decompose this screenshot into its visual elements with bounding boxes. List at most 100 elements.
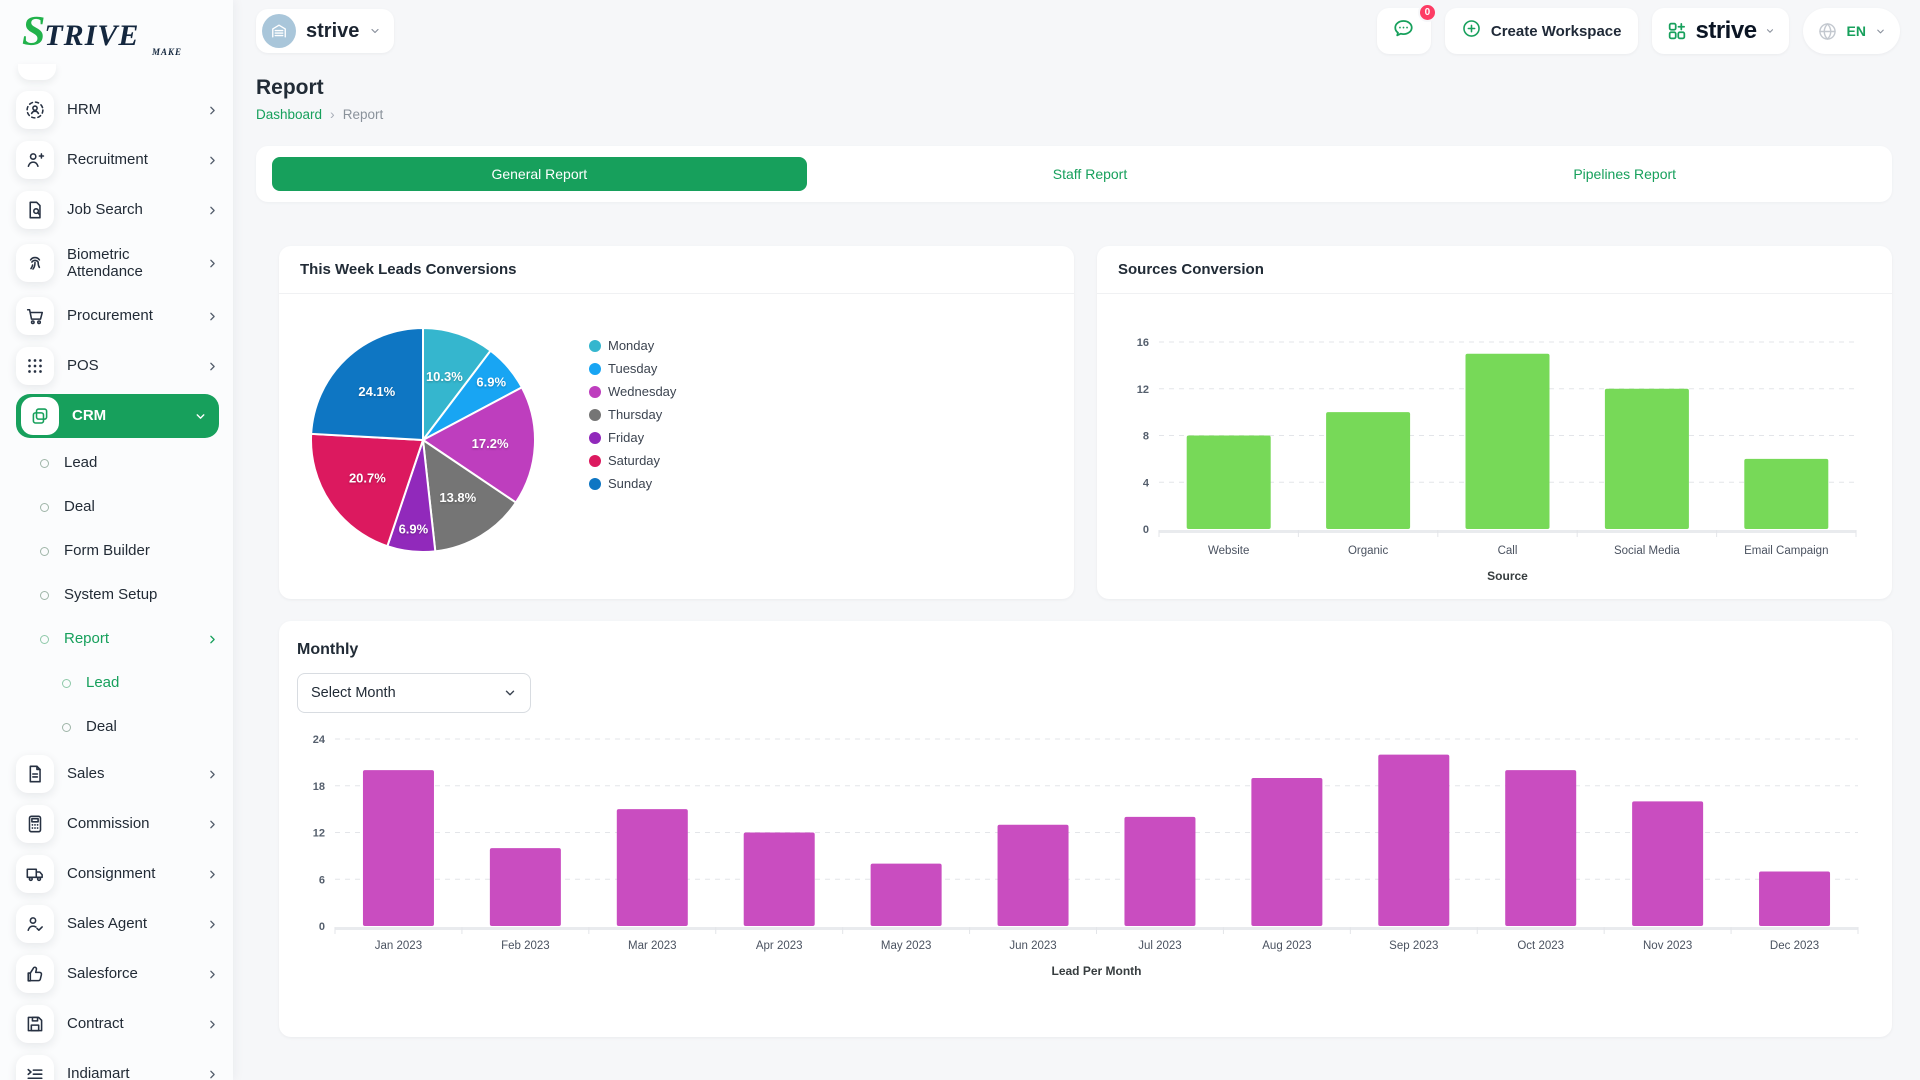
bar-sep-2023 [1378, 754, 1450, 926]
pie-slice-wednesday [421, 386, 536, 504]
bar-apr-2023 [743, 832, 815, 926]
chat-icon [1391, 16, 1416, 46]
sidebar-item-lead-subsub[interactable]: Lead [16, 661, 219, 705]
y-axis-tick: 24 [313, 734, 326, 746]
breadcrumb-dashboard-link[interactable]: Dashboard [256, 106, 323, 122]
leads-conversions-card: This Week Leads Conversions 10.3% 6.9% 17.… [279, 246, 1074, 599]
topbar: strive 0 Create Workspace [233, 0, 1920, 62]
y-axis-tick: 4 [1143, 477, 1150, 489]
commission-icon [16, 805, 54, 843]
sidebar-item-consignment[interactable]: Consignment [16, 849, 219, 899]
indiamart-icon [16, 1055, 54, 1080]
pie-slice-thursday [421, 437, 518, 553]
sidebar-item-report-sub[interactable]: Report [16, 617, 219, 661]
sidebar-item-recruitment[interactable]: Recruitment [16, 135, 219, 185]
x-axis-label: Social Media [1614, 545, 1680, 557]
sidebar-scrolled-item-partial [18, 64, 56, 80]
chevron-down-icon [1765, 26, 1775, 36]
y-axis-tick: 0 [319, 921, 325, 933]
legend-item-sunday[interactable]: Sunday [589, 476, 676, 491]
breadcrumb-separator-icon: › [330, 106, 335, 122]
pie-value-label: 13.8% [439, 490, 476, 505]
chevron-right-icon [206, 918, 219, 931]
legend-item-monday[interactable]: Monday [589, 338, 676, 353]
y-axis-tick: 6 [319, 874, 325, 886]
bullet-icon [40, 502, 49, 512]
recruitment-icon [16, 141, 54, 179]
x-axis-label: Feb 2023 [501, 940, 550, 952]
monthly-bar-chart: 0 6 12 18 24 Jan 2023 Feb 2023 Mar 2023 Apr 2023… [313, 734, 1859, 978]
x-axis-label: Sep 2023 [1389, 940, 1438, 952]
biometric-attendance-icon [16, 244, 54, 282]
monthly-card: Monthly Select Month 0 6 12 18 24 Jan 2023 Feb… [279, 621, 1892, 1037]
sidebar-item-hrm[interactable]: HRM [16, 85, 219, 135]
sidebar-item-salesforce[interactable]: Salesforce [16, 949, 219, 999]
language-selector[interactable]: EN [1802, 8, 1900, 54]
workspace-switcher[interactable]: strive [256, 9, 395, 53]
app-logo[interactable]: S TRIVE MAKE [0, 0, 233, 78]
bullet-icon [62, 678, 71, 688]
bar-email-campaign [1744, 458, 1829, 529]
x-axis-label: Nov 2023 [1643, 940, 1692, 952]
sidebar-item-sales[interactable]: Sales [16, 749, 219, 799]
bullet-icon [62, 722, 71, 732]
sidebar-item-procurement[interactable]: Procurement [16, 291, 219, 341]
sidebar-item-system-setup-sub[interactable]: System Setup [16, 573, 219, 617]
create-workspace-label: Create Workspace [1490, 22, 1622, 40]
chevron-right-icon [206, 768, 219, 781]
legend-item-tuesday[interactable]: Tuesday [589, 361, 676, 376]
chevron-right-icon [206, 360, 219, 373]
bar-organic [1326, 412, 1411, 529]
bar-nov-2023 [1632, 801, 1704, 926]
sidebar-item-crm[interactable]: CRM [16, 391, 219, 441]
sidebar-item-sales-agent[interactable]: Sales Agent [16, 899, 219, 949]
tab-staff-report[interactable]: Staff Report [1052, 166, 1128, 182]
sidebar-item-contract[interactable]: Contract [16, 999, 219, 1049]
sidebar-item-lead-sub[interactable]: Lead [16, 441, 219, 485]
bullet-icon [40, 546, 49, 556]
month-select-value: Select Month [311, 685, 396, 701]
x-axis-label: Dec 2023 [1770, 940, 1819, 952]
chevron-right-icon [206, 257, 219, 270]
legend-dot-icon [589, 431, 601, 444]
sidebar-item-biometric-attendance[interactable]: Biometric Attendance [16, 235, 219, 291]
sales-icon [16, 755, 54, 793]
legend-item-friday[interactable]: Friday [589, 430, 676, 445]
sidebar-item-deal-subsub[interactable]: Deal [16, 705, 219, 749]
bar-mar-2023 [616, 809, 688, 926]
sidebar-item-indiamart[interactable]: Indiamart [16, 1049, 219, 1080]
pos-icon [16, 347, 54, 385]
x-axis-label: Call [1498, 545, 1518, 557]
monthly-title: Monthly [297, 641, 359, 658]
x-axis-label: Oct 2023 [1517, 940, 1564, 952]
bar-jan-2023 [362, 770, 434, 926]
pie-slice-sunday [310, 326, 424, 442]
chevron-down-icon [369, 25, 381, 37]
create-workspace-button[interactable]: Create Workspace [1444, 8, 1638, 54]
sidebar-item-form-builder-sub[interactable]: Form Builder [16, 529, 219, 573]
tab-pipelines-report[interactable]: Pipelines Report [1573, 166, 1677, 182]
bar-jun-2023 [997, 824, 1069, 926]
month-select[interactable]: Select Month [297, 673, 531, 713]
sales-agent-icon [16, 905, 54, 943]
axis-title: Lead Per Month [1051, 964, 1141, 978]
legend-dot-icon [589, 408, 601, 421]
pie-value-label: 20.7% [349, 470, 386, 485]
legend-item-saturday[interactable]: Saturday [589, 453, 676, 468]
sidebar-item-deal-sub[interactable]: Deal [16, 485, 219, 529]
chevron-right-icon [206, 104, 219, 117]
legend-item-wednesday[interactable]: Wednesday [589, 384, 676, 399]
bullet-icon [40, 634, 49, 644]
sidebar-item-pos[interactable]: POS [16, 341, 219, 391]
legend-item-thursday[interactable]: Thursday [589, 407, 676, 422]
x-axis-label: Jul 2023 [1138, 940, 1181, 952]
sidebar-item-job-search[interactable]: Job Search [16, 185, 219, 235]
tab-general-report[interactable]: General Report [272, 157, 807, 191]
logo-text: TRIVE [44, 19, 140, 52]
x-axis-line [1159, 530, 1856, 533]
sources-conversion-card: Sources Conversion 0 4 8 12 16 Website Organic… [1097, 246, 1892, 599]
messages-button[interactable]: 0 [1376, 3, 1437, 54]
bar-may-2023 [870, 863, 942, 926]
sidebar-item-commission[interactable]: Commission [16, 799, 219, 849]
brand-menu[interactable]: strive [1651, 8, 1789, 54]
